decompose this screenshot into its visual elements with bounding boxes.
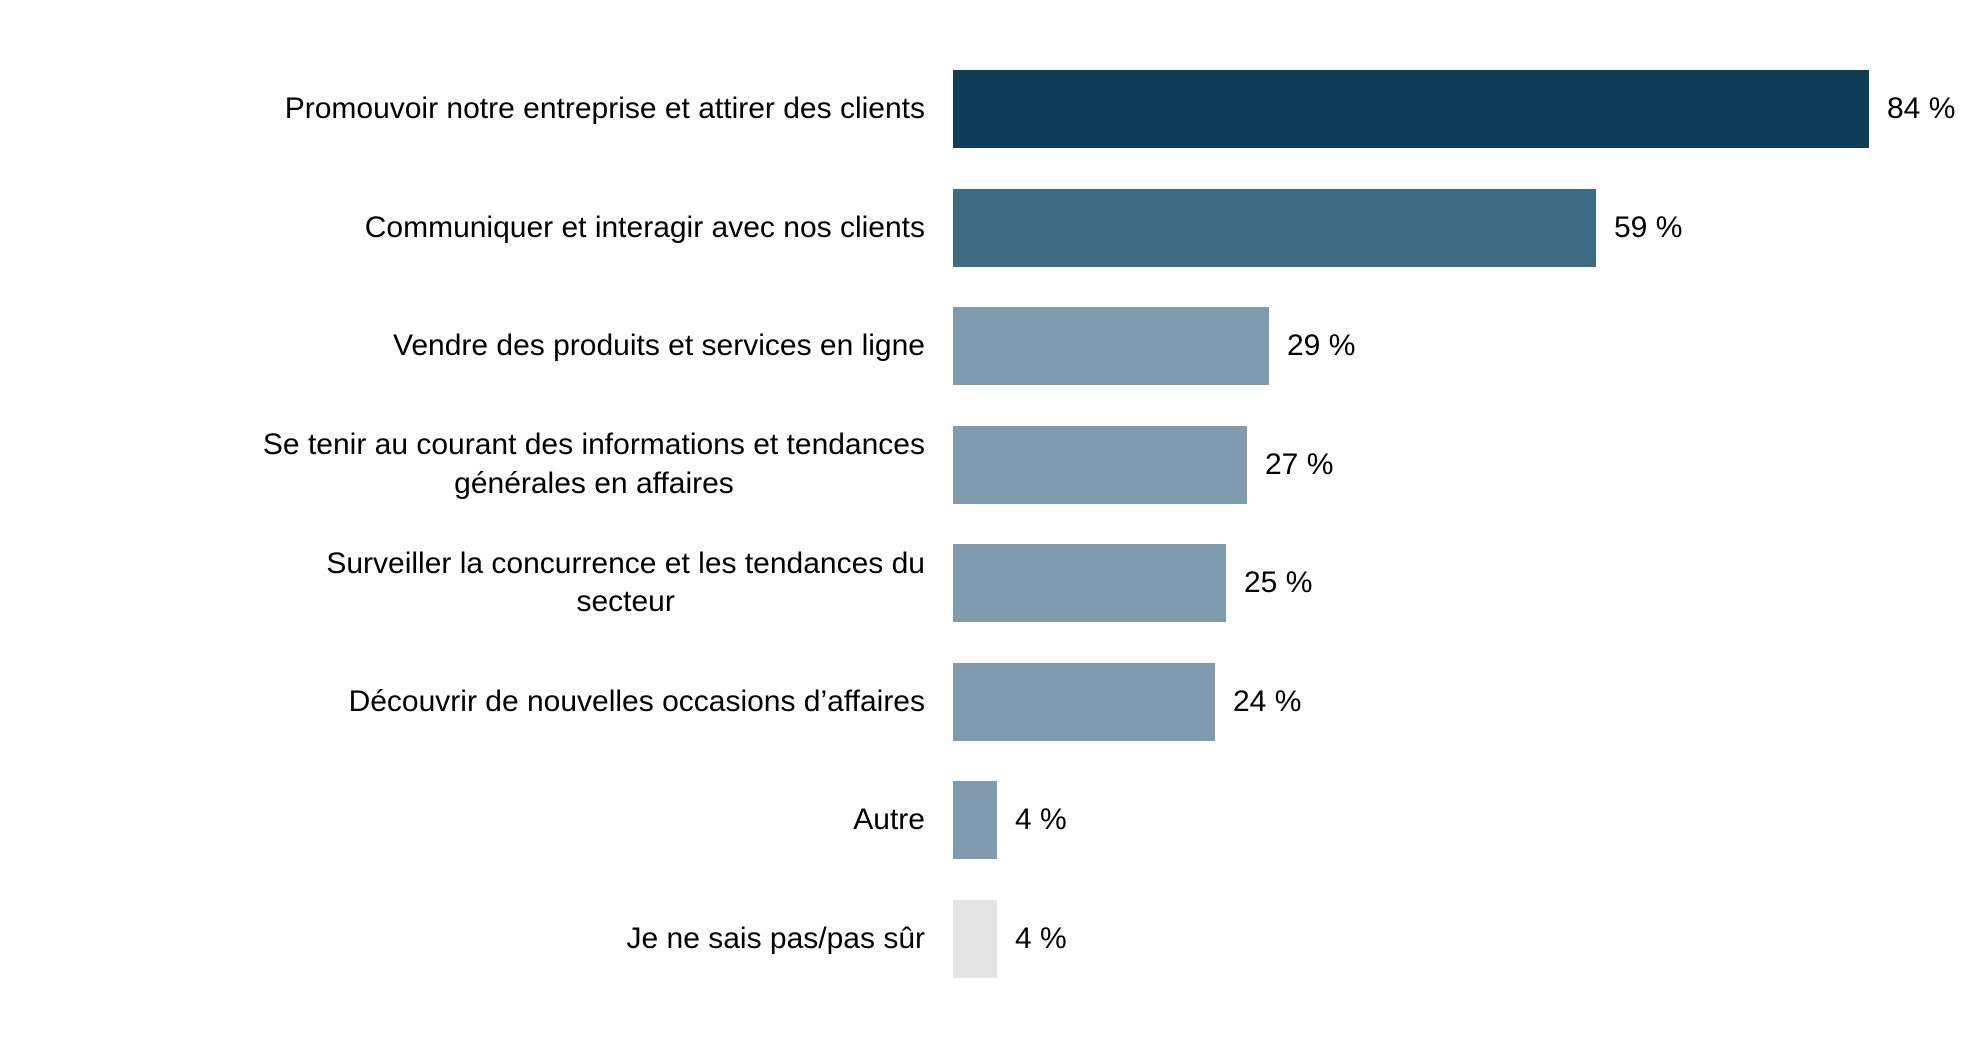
bar-cell: 27 %	[953, 406, 1980, 525]
bar-row: Découvrir de nouvelles occasions d’affai…	[0, 643, 1980, 762]
value-label: 25 %	[1244, 566, 1313, 600]
bar-row: Je ne sais pas/pas sûr 4 %	[0, 880, 1980, 999]
bar-cell: 59 %	[953, 169, 1980, 288]
bar	[953, 70, 1869, 149]
category-label-cell: Vendre des produits et services en ligne	[0, 327, 925, 365]
chart-plot-area: Promouvoir notre entreprise et attirer d…	[0, 50, 1980, 998]
value-label: 59 %	[1614, 210, 1683, 244]
bar	[953, 544, 1226, 623]
category-label: Découvrir de nouvelles occasions d’affai…	[348, 684, 925, 718]
category-label-cell: Je ne sais pas/pas sûr	[0, 920, 926, 958]
category-label-cell: Surveiller la concurrence et les tendanc…	[0, 545, 925, 622]
value-label: 24 %	[1233, 684, 1302, 718]
category-label: Je ne sais pas/pas sûr	[626, 921, 926, 955]
bar-cell: 4 %	[953, 761, 1980, 880]
bar	[953, 899, 997, 978]
bar	[953, 662, 1215, 741]
bar	[953, 425, 1247, 504]
category-label: Promouvoir notre entreprise et attirer d…	[284, 92, 925, 126]
category-label-cell: Communiquer et interagir avec nos client…	[0, 209, 925, 247]
bar-cell: 29 %	[953, 287, 1980, 406]
category-label-cell: Autre	[0, 801, 925, 839]
category-label-cell: Découvrir de nouvelles occasions d’affai…	[0, 683, 925, 721]
value-label: 4 %	[1015, 921, 1067, 955]
bar-cell: 84 %	[953, 50, 1980, 169]
value-label: 29 %	[1287, 329, 1356, 363]
value-label: 27 %	[1265, 447, 1334, 481]
bar-cell: 24 %	[953, 643, 1980, 762]
category-label: Surveiller la concurrence et les tendanc…	[326, 546, 925, 619]
category-label: Communiquer et interagir avec nos client…	[364, 210, 925, 244]
category-label: Vendre des produits et services en ligne	[393, 329, 925, 363]
category-label-cell: Se tenir au courant des informations et …	[0, 426, 925, 503]
bar	[953, 188, 1596, 267]
bar	[953, 781, 997, 860]
bar-row: Vendre des produits et services en ligne…	[0, 287, 1980, 406]
bar-row: Se tenir au courant des informations et …	[0, 406, 1980, 525]
bar-row: Promouvoir notre entreprise et attirer d…	[0, 50, 1980, 169]
bar-row: Communiquer et interagir avec nos client…	[0, 169, 1980, 288]
category-label: Se tenir au courant des informations et …	[262, 428, 925, 500]
category-label-cell: Promouvoir notre entreprise et attirer d…	[0, 90, 925, 128]
bar-row: Autre 4 %	[0, 761, 1980, 880]
category-label: Autre	[853, 803, 925, 837]
value-label: 4 %	[1015, 803, 1067, 837]
bar-row: Surveiller la concurrence et les tendanc…	[0, 524, 1980, 643]
bar-cell: 4 %	[953, 880, 1980, 999]
bar	[953, 307, 1269, 386]
bar-cell: 25 %	[953, 524, 1980, 643]
value-label: 84 %	[1887, 92, 1956, 126]
